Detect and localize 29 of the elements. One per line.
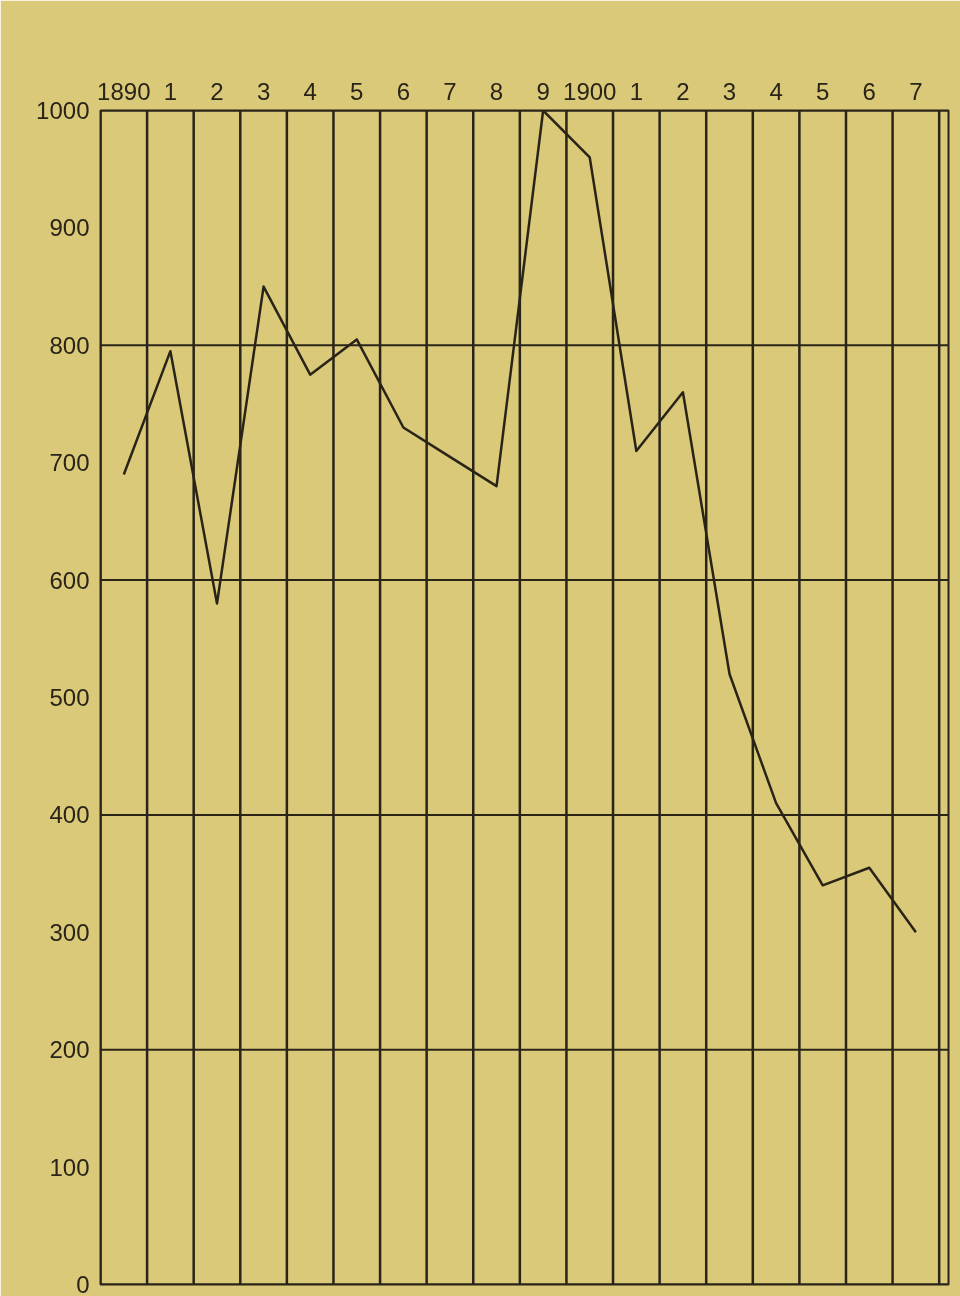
x-tick-label: 7 <box>443 77 457 105</box>
y-tick-label: 600 <box>49 566 90 594</box>
x-tick-label: 9 <box>536 77 550 105</box>
x-tick-label: 2 <box>676 77 690 105</box>
y-tick-label: 500 <box>49 684 90 711</box>
x-tick-label: 2 <box>210 77 224 105</box>
x-tick-label: 1 <box>163 77 178 105</box>
x-tick-label: 6 <box>862 77 876 105</box>
y-tick-label: 700 <box>49 449 90 477</box>
x-tick-label: 1 <box>629 77 644 105</box>
x-tick-label: 5 <box>816 77 830 105</box>
y-tick-label: 300 <box>49 918 90 946</box>
y-tick-label: 1000 <box>36 97 90 124</box>
y-tick-label: 900 <box>49 214 90 242</box>
x-tick-label: 4 <box>303 77 317 105</box>
x-tick-label: 1900 <box>563 77 617 105</box>
x-tick-label: 7 <box>909 77 923 105</box>
y-tick-label: 100 <box>49 1153 90 1181</box>
x-tick-label: 3 <box>722 77 737 105</box>
x-tick-label: 5 <box>350 77 364 105</box>
y-tick-label: 400 <box>49 801 90 829</box>
x-tick-label: 6 <box>396 77 411 105</box>
y-tick-label: 800 <box>49 331 90 359</box>
y-tick-label: 0 <box>76 1271 90 1296</box>
x-tick-label: 1890 <box>97 77 151 105</box>
y-tick-label: 200 <box>49 1036 90 1064</box>
x-tick-label: 4 <box>769 77 783 105</box>
x-tick-label: 8 <box>489 77 504 105</box>
x-tick-label: 3 <box>256 77 271 105</box>
